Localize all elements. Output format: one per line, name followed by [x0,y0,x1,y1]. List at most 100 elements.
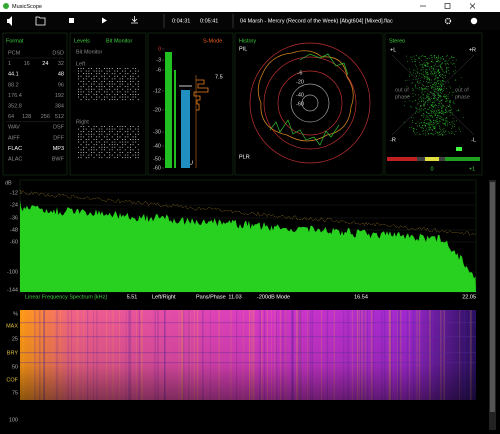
stereo-dot [429,113,431,114]
stereo-dot [448,106,450,107]
bit-dot [111,154,113,156]
spectrogram-label: 100 [9,417,18,423]
stereo-dot [440,66,442,68]
stereo-dot [410,117,412,118]
export-button[interactable] [131,16,138,24]
format-item: 32 [58,61,64,67]
open-button[interactable] [35,16,46,26]
bit-dot [127,128,129,130]
stereo-dot [415,112,416,114]
bit-dot [106,128,108,130]
stereo-dot [426,88,428,90]
stereo-dot [434,122,435,124]
stereo-dot [437,69,439,71]
bit-dot [127,78,129,80]
stereo-dot [449,124,451,125]
bit-dot [78,136,79,138]
stereo-dot [414,69,416,71]
settings-button[interactable] [444,17,452,25]
bit-dot [98,73,100,75]
bit-dot [122,139,124,140]
stereo-dot [427,95,429,97]
stop-button[interactable] [69,18,74,23]
ring-label: -60 [296,101,304,107]
close[interactable] [469,3,476,9]
play-button[interactable] [102,17,107,24]
stereo-dot [427,109,429,110]
stereo-dot [452,57,454,58]
bit-dot [80,75,82,77]
info-button[interactable] [470,17,478,25]
stereo-dot [437,123,439,124]
stereo-dot [442,58,444,59]
stereo-dot [441,77,443,78]
stereo-dot [424,65,425,66]
bit-dot [106,68,108,69]
bit-dot [78,94,79,95]
stereo-dot [443,112,445,114]
stereo-dot [416,76,417,77]
bit-dot [122,133,124,135]
stereo-dot [430,73,431,75]
bit-dot [101,94,103,95]
format-item: 1 [8,61,11,67]
bit-dot [132,99,134,101]
bit-dot [124,96,126,98]
stereo-dot [447,123,448,125]
bit-dot [78,70,79,72]
bit-dot [78,133,79,135]
bit-dot [130,126,131,127]
stereo-dot [415,59,417,60]
stereo-dot [431,67,432,69]
bit-dot [104,91,105,93]
bit-dot [124,139,126,140]
bit-dot [91,154,92,156]
stereo-dot [436,121,438,122]
maximize[interactable] [444,3,451,9]
stereo-dot [412,93,414,94]
stereo-dot [422,109,424,111]
stereo-dot [437,115,438,117]
stereo-dot [423,75,425,77]
stereo-dot [436,110,438,111]
format-item: 48 [58,72,64,78]
bit-dot [104,144,105,146]
bit-dot [109,86,111,88]
stereo-dot [432,86,433,88]
bit-dot [78,68,79,69]
bit-dot [117,86,118,88]
bit-dot [80,86,82,88]
stereo-dot [425,66,427,67]
bit-dot [114,141,116,143]
stereo-dot [453,62,455,64]
stereo-dot [432,66,434,68]
stereo-dot [434,73,435,75]
bit-dot [127,136,129,138]
stereo-dot [446,60,448,62]
stereo-dot [423,55,425,57]
spectrum-footer: Left/Right [152,294,176,300]
bit-dot [124,157,126,159]
format-item: 16 [24,61,30,67]
bit-dot [127,133,129,135]
bit-dot [96,139,98,140]
bit-dot [104,136,105,138]
stereo-dot [433,79,435,81]
stereo-dot [427,102,429,103]
stereo-dot [444,86,446,88]
stereo-dot [432,109,433,110]
scrollbar-thumb[interactable] [490,182,495,412]
bit-dot [85,78,87,80]
stereo-dot [431,84,433,86]
bit-dot [85,144,87,146]
stereo-dot [436,121,438,122]
bit-dot [106,91,108,93]
bit-dot [124,99,126,101]
stereo-dot [430,104,432,106]
stereo-dot [423,105,425,107]
volume-button[interactable] [7,16,12,26]
spectrum-unit: dB [5,180,12,186]
stereo-dot [440,95,441,97]
bit-dot [109,88,111,90]
stereo-dot [423,67,424,68]
